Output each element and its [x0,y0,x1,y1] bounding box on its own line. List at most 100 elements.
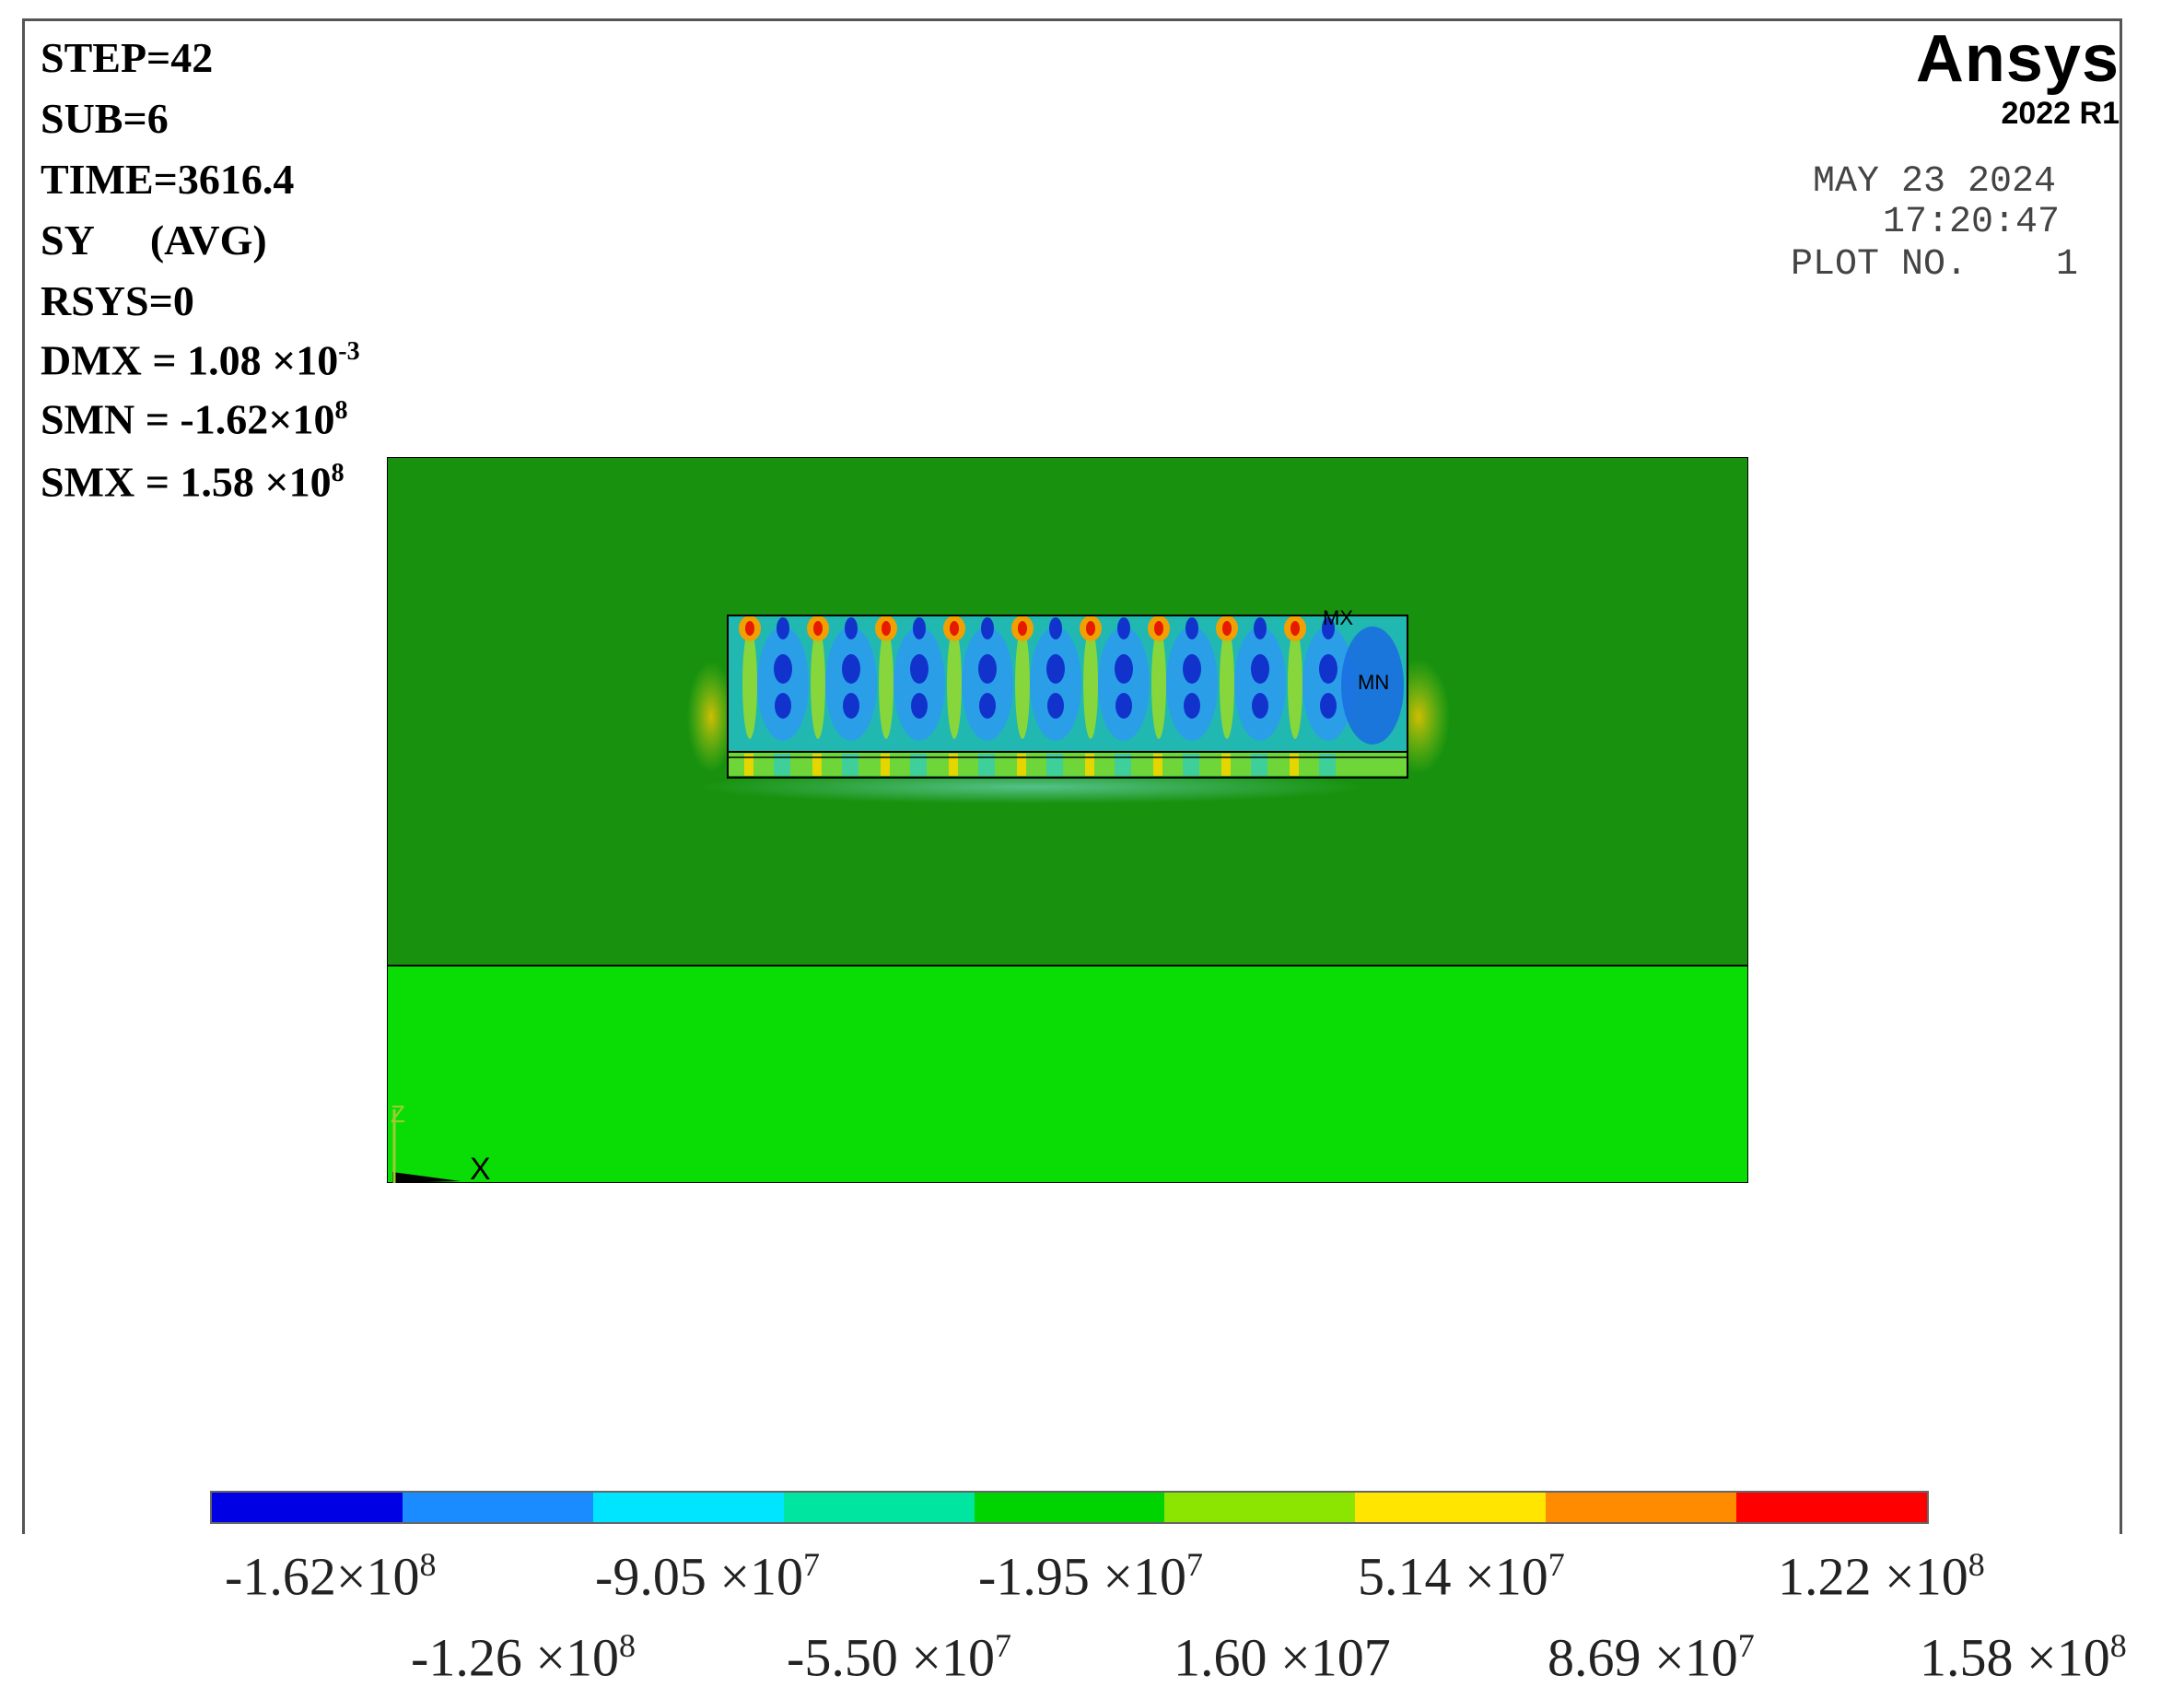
smn-exponent: 8 [334,396,348,425]
flange-stripe [1319,754,1336,776]
rsys-label: RSYS=0 [41,277,194,324]
flange-stripe [744,754,753,776]
cold-spot [842,654,860,684]
dmx-exponent: -3 [338,337,360,366]
flange-stress-pattern [744,754,1336,776]
legend-label-bottom-1: -1.26 ×108 [411,1627,637,1688]
legend-swatch-6 [1164,1493,1356,1522]
result-quantity-label: SY (AVG) [41,219,267,262]
cold-spot [1322,617,1335,639]
sub-label: SUB=6 [41,95,169,142]
legend-swatch-4 [783,1493,975,1522]
cold-spot [775,693,791,719]
cold-spot [1252,693,1268,719]
legend-label-bottom-5: 1.58 ×108 [1920,1627,2127,1688]
flange-stripe [842,754,858,776]
legend-label-top-4: 5.14 ×107 [1358,1546,1565,1607]
hot-core [1018,621,1027,636]
step-label: STEP=42 [41,34,214,81]
flange-stripe [1046,754,1063,776]
cold-spot [1047,693,1064,719]
x-axis-label: X [470,1152,491,1183]
cold-spot [979,693,996,719]
smx-label: SMX = 1.58 ×108 [41,461,345,503]
plot-frame [22,18,2122,1534]
warm-band [742,628,757,739]
axis-triad-base [392,1172,461,1183]
cold-spot [978,654,997,684]
smn-label: SMN = -1.62×108 [41,398,347,440]
beam-outline [727,615,1408,779]
dmx-label: DMX = 1.08 ×10-3 [41,339,360,381]
warm-band [947,628,962,739]
min-marker: MN [1358,671,1389,694]
cold-spot [910,654,928,684]
contour-viewport[interactable]: MX MN Z X [387,457,1748,1183]
cold-spot [1319,654,1337,684]
cold-spot [843,693,859,719]
warm-band [1083,628,1098,739]
legend-label-bottom-4: 8.69 ×107 [1547,1627,1755,1688]
legend-label-bottom-2: -5.50 ×107 [787,1627,1012,1688]
legend-swatch-9 [1736,1493,1928,1522]
warm-band [1015,628,1030,739]
legend-swatch-2 [402,1493,593,1522]
flange-stripe [881,754,890,776]
substrate-region [387,965,1748,1183]
flange-stripe [1290,754,1299,776]
cold-spot [1115,693,1132,719]
flange-stripe [910,754,927,776]
warm-band [1288,628,1302,739]
brand-name: Ansys [1915,22,2120,96]
hot-core [745,621,754,636]
flange-stripe [1251,754,1267,776]
cold-spot [845,617,858,639]
cold-spot [1184,693,1200,719]
cold-spot [1046,654,1065,684]
cold-spot [911,693,928,719]
legend-label-top-1: -1.62×108 [225,1546,437,1607]
stress-pattern [739,615,1354,741]
max-marker: MX [1323,606,1353,629]
flange-stripe [1017,754,1026,776]
beam-flange [728,752,1407,776]
legend-label-top-2: -9.05 ×107 [595,1546,821,1607]
flange-stripe [774,754,790,776]
avg-label: (AVG) [149,217,267,264]
time-label: TIME=3616.4 [41,156,295,203]
flange-stripe [1183,754,1199,776]
z-axis-label: Z [391,1100,405,1128]
legend-label-top-5: 1.22 ×108 [1778,1546,1985,1607]
cold-spot [1185,617,1198,639]
cold-spot [1049,617,1062,639]
flange-stripe [949,754,958,776]
plot-time: 17:20:47 [1883,202,2061,243]
legend-swatch-8 [1546,1493,1737,1522]
legend-label-top-3: -1.95 ×107 [978,1546,1204,1607]
cold-spot [1117,617,1130,639]
legend-swatch-7 [1355,1493,1547,1522]
plot-date: MAY 23 2024 [1813,161,2057,203]
cold-spot [777,617,789,639]
cold-spot [1254,617,1267,639]
hot-core [1154,621,1163,636]
min-zone [1341,627,1404,744]
brand-version: 2022 R1 [2001,96,2120,131]
quantity-name: SY [41,217,95,264]
flange-stripe [812,754,822,776]
cold-spot [981,617,994,639]
hot-core [1086,621,1095,636]
ansys-logo: Ansys 2022 R1 [1916,26,2120,132]
cold-spot [913,617,926,639]
cold-spot [1183,654,1201,684]
hot-core [1291,621,1300,636]
hot-core [813,621,823,636]
legend-swatch-3 [592,1493,784,1522]
plot-number: PLOT NO. 1 [1791,244,2079,286]
legend-swatch-5 [974,1493,1165,1522]
warm-band [811,628,825,739]
warm-band [1151,628,1166,739]
hot-core [882,621,891,636]
hot-core [1222,621,1232,636]
smx-mantissa: SMX = 1.58 ×10 [41,458,332,506]
